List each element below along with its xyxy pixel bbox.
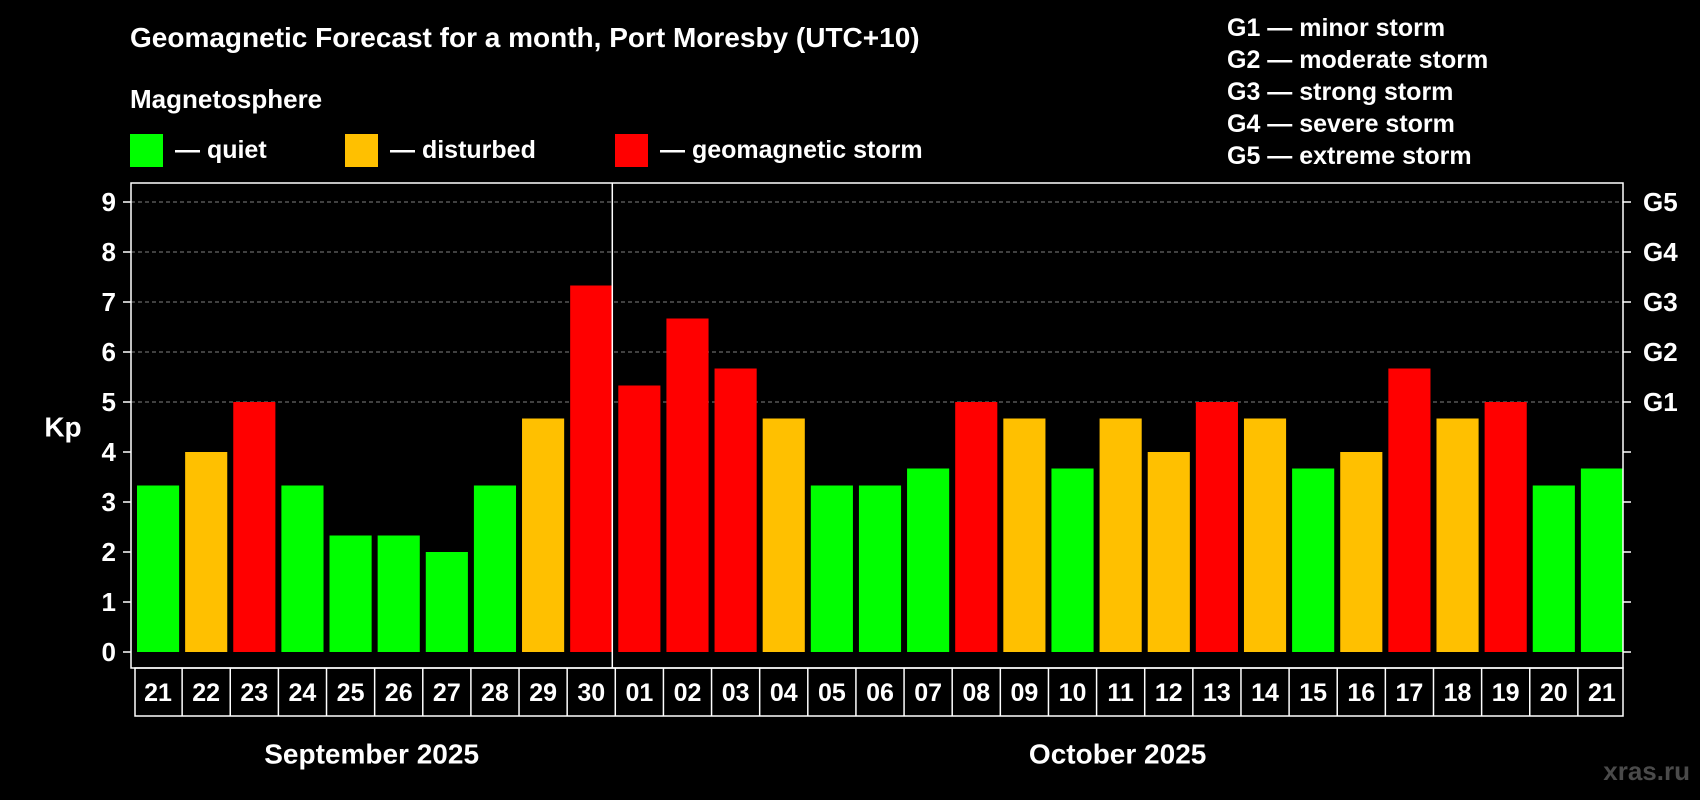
- ytick-label-5: 5: [102, 387, 116, 417]
- chart-title: Geomagnetic Forecast for a month, Port M…: [130, 22, 920, 53]
- date-label-1: 21: [144, 679, 172, 707]
- g-legend-g3: G3 — strong storm: [1227, 78, 1454, 106]
- bar-18: [955, 402, 998, 652]
- bar-7: [425, 552, 468, 652]
- ytick-label-1: 1: [102, 587, 116, 617]
- ytick-label-2: 2: [102, 537, 116, 567]
- bar-12: [666, 318, 709, 652]
- bar-11: [618, 385, 661, 652]
- bar-17: [907, 468, 950, 652]
- date-label-24: 14: [1251, 679, 1279, 707]
- date-label-21: 11: [1107, 679, 1134, 707]
- bar-25: [1292, 468, 1335, 652]
- month-label-1: September 2025: [264, 739, 479, 770]
- right-label-g3: G3: [1643, 287, 1678, 317]
- ytick-label-8: 8: [102, 237, 116, 267]
- date-label-20: 10: [1059, 679, 1087, 707]
- g-legend-g2: G2 — moderate storm: [1227, 46, 1489, 74]
- right-label-g5: G5: [1643, 187, 1678, 217]
- date-label-31: 21: [1588, 679, 1616, 707]
- ytick-label-4: 4: [102, 437, 117, 467]
- ytick-label-9: 9: [102, 187, 116, 217]
- bar-13: [714, 368, 757, 652]
- bar-27: [1388, 368, 1431, 652]
- bar-23: [1195, 402, 1238, 652]
- y-axis-label: Kp: [44, 412, 81, 443]
- legend-item-quiet: — quiet: [130, 133, 267, 167]
- g-legend-g4: G4 — severe storm: [1227, 110, 1455, 138]
- date-label-22: 12: [1155, 679, 1183, 707]
- date-label-19: 09: [1010, 679, 1038, 707]
- bar-26: [1340, 452, 1383, 652]
- date-label-10: 30: [577, 679, 605, 707]
- right-label-g4: G4: [1643, 237, 1678, 267]
- ytick-label-7: 7: [102, 287, 116, 317]
- date-label-9: 29: [529, 679, 557, 707]
- legend-swatch-disturbed: [345, 133, 378, 167]
- legend-label-quiet: — quiet: [175, 135, 267, 164]
- ytick-label-3: 3: [102, 487, 116, 517]
- date-label-2: 22: [192, 679, 220, 707]
- date-label-28: 18: [1444, 679, 1472, 707]
- bar-19: [1003, 418, 1046, 652]
- date-label-8: 28: [481, 679, 509, 707]
- bar-20: [1051, 468, 1094, 652]
- date-label-30: 20: [1540, 679, 1568, 707]
- bar-15: [810, 485, 853, 652]
- date-row-frame: [134, 667, 1624, 717]
- legend-swatch-quiet: [130, 133, 163, 167]
- date-label-6: 26: [385, 679, 413, 707]
- date-label-25: 15: [1299, 679, 1327, 707]
- bar-10: [570, 285, 613, 652]
- bar-3: [233, 402, 276, 652]
- date-label-12: 02: [674, 679, 702, 707]
- bar-6: [377, 535, 420, 652]
- date-label-14: 04: [770, 679, 798, 707]
- right-label-g1: G1: [1643, 387, 1678, 417]
- date-label-11: 01: [625, 679, 653, 707]
- date-label-4: 24: [289, 679, 317, 707]
- bar-2: [185, 452, 228, 652]
- legend-label-storm: — geomagnetic storm: [660, 135, 923, 164]
- bar-5: [329, 535, 372, 652]
- bar-16: [858, 485, 902, 652]
- legend-swatch-storm: [615, 133, 648, 167]
- watermark: xras.ru: [1603, 756, 1690, 786]
- date-label-5: 25: [337, 679, 365, 707]
- bar-8: [473, 485, 517, 652]
- ytick-label-6: 6: [102, 337, 116, 367]
- bar-22: [1147, 452, 1190, 652]
- date-label-29: 19: [1492, 679, 1520, 707]
- bar-28: [1436, 418, 1479, 652]
- legend-heading: Magnetosphere: [130, 84, 323, 114]
- date-label-18: 08: [962, 679, 990, 707]
- bar-9: [522, 418, 565, 652]
- bar-14: [762, 418, 805, 652]
- date-label-23: 13: [1203, 679, 1231, 707]
- bar-31: [1580, 468, 1623, 652]
- date-label-13: 03: [722, 679, 750, 707]
- date-label-7: 27: [433, 679, 461, 707]
- g-legend-g1: G1 — minor storm: [1227, 14, 1446, 42]
- bar-30: [1532, 485, 1575, 652]
- date-label-26: 16: [1347, 679, 1375, 707]
- date-label-17: 07: [914, 679, 942, 707]
- date-label-16: 06: [866, 679, 894, 707]
- g-legend-g5: G5 — extreme storm: [1227, 142, 1472, 170]
- legend-item-disturbed: — disturbed: [345, 133, 536, 167]
- bar-21: [1099, 418, 1142, 652]
- bar-24: [1243, 418, 1287, 652]
- bar-1: [137, 485, 180, 652]
- date-label-15: 05: [818, 679, 846, 707]
- date-label-27: 17: [1396, 679, 1424, 707]
- bar-4: [281, 485, 324, 652]
- legend-item-storm: — geomagnetic storm: [615, 133, 923, 167]
- right-label-g2: G2: [1643, 337, 1678, 367]
- ytick-label-0: 0: [102, 637, 116, 667]
- date-label-3: 23: [240, 679, 268, 707]
- month-label-2: October 2025: [1029, 739, 1206, 770]
- legend-label-disturbed: — disturbed: [390, 135, 536, 164]
- bar-29: [1484, 402, 1527, 652]
